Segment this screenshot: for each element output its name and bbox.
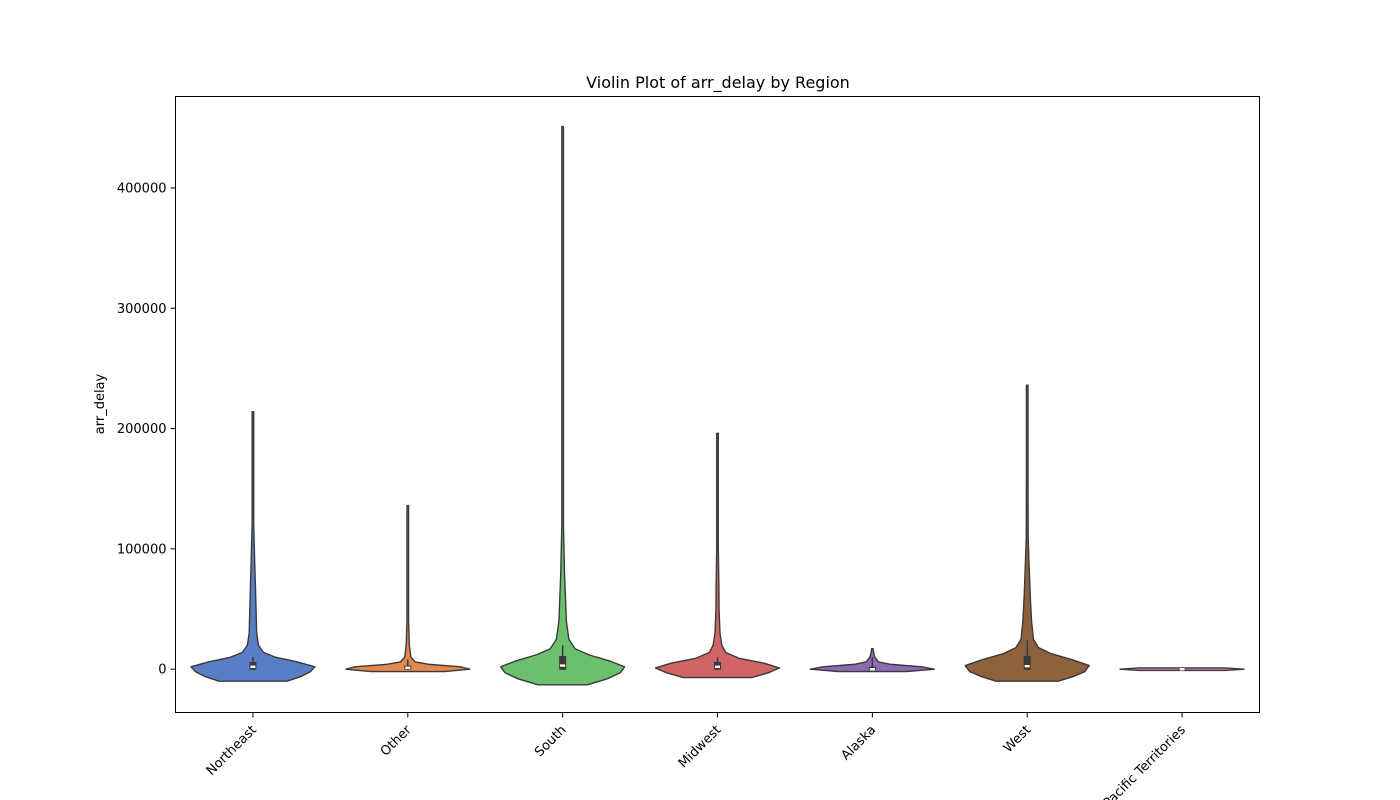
- y-tick-label: 400000: [117, 181, 167, 196]
- x-tick-label: West: [1001, 723, 1034, 756]
- x-tick-label: Midwest: [676, 723, 725, 772]
- violin-median: [1179, 667, 1185, 671]
- x-tick-label: Other: [378, 722, 415, 759]
- y-tick-label: 0: [158, 663, 166, 678]
- x-tick-label: South: [532, 723, 569, 760]
- y-axis-ticks: 0 100000 200000 300000 400000: [117, 181, 176, 678]
- violin-midwest: [654, 432, 781, 679]
- violin-median: [1024, 664, 1030, 668]
- violin-iqr-box: [1023, 655, 1031, 670]
- x-axis-ticks: Northeast Other South Midwest Alaska West Paci…: [204, 712, 1189, 800]
- violin-other: [345, 504, 471, 673]
- y-tick-label: 200000: [117, 422, 167, 437]
- plot-frame: [175, 96, 1260, 713]
- violins-layer: [190, 125, 1245, 686]
- violin-west: [964, 384, 1090, 682]
- y-tick-label: 100000: [117, 542, 167, 557]
- y-tick-label: 300000: [117, 302, 167, 317]
- violin-median: [250, 665, 256, 668]
- violin-median: [560, 664, 566, 667]
- violin-median: [405, 666, 411, 669]
- violin-iqr-box: [559, 655, 567, 670]
- y-axis-label: arr_delay: [93, 373, 108, 434]
- x-tick-label: Pacific Territories: [1100, 723, 1189, 800]
- violin-northeast: [190, 411, 316, 682]
- violin-south: [500, 125, 626, 686]
- x-tick-label: Alaska: [839, 723, 880, 764]
- violin-median: [869, 667, 875, 671]
- chart-title: Violin Plot of arr_delay by Region: [586, 73, 850, 93]
- violin-median: [715, 665, 720, 668]
- x-tick-label: Northeast: [204, 723, 260, 779]
